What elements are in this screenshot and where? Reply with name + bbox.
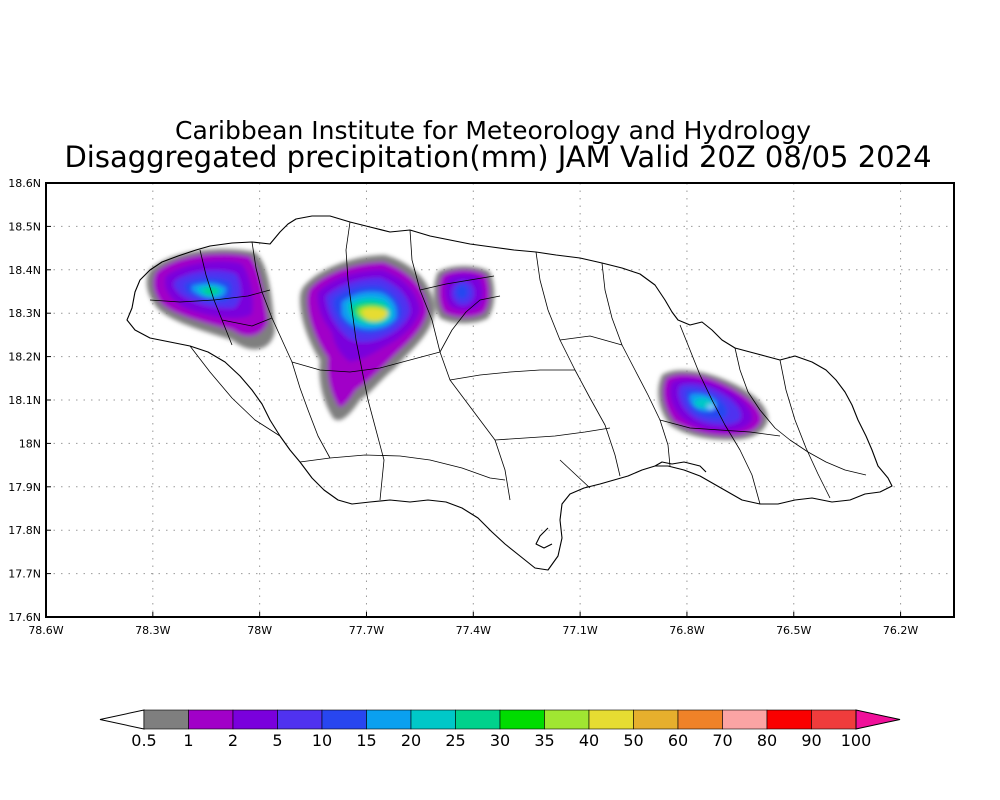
x-tick-label: 77.4W bbox=[456, 624, 491, 637]
coastline bbox=[126, 215, 893, 571]
colorbar-label: 100 bbox=[841, 731, 872, 750]
colorbar-label: 35 bbox=[534, 731, 554, 750]
colorbar-above-triangle bbox=[855, 709, 901, 730]
y-tick-label: 18.6N bbox=[8, 177, 41, 190]
colorbar-swatch bbox=[410, 709, 456, 730]
y-tick-label: 18.5N bbox=[8, 220, 41, 233]
colorbar-label: 2 bbox=[228, 731, 238, 750]
title-line-1: Caribbean Institute for Meteorology and … bbox=[175, 116, 811, 145]
colorbar-label: 60 bbox=[668, 731, 688, 750]
rain-cell-small bbox=[433, 266, 495, 324]
y-tick-label: 17.9N bbox=[8, 481, 41, 494]
latitude-ticks: 17.6N 17.7N 17.8N 17.9N 18N 18.1N 18.2N 18.3N 18… bbox=[8, 177, 51, 624]
rain-cell-west bbox=[146, 249, 275, 350]
colorbar-swatch bbox=[499, 709, 545, 730]
colorbar-swatch bbox=[277, 709, 323, 730]
portland-point bbox=[535, 527, 553, 549]
colorbar-swatch bbox=[766, 709, 812, 730]
colorbar: 0.5 1 2 5 10 15 20 25 30 35 40 50 60 70 80 90 100 bbox=[99, 709, 901, 750]
colorbar-label: 30 bbox=[490, 731, 510, 750]
x-tick-label: 77.1W bbox=[562, 624, 597, 637]
colorbar-label: 25 bbox=[445, 731, 465, 750]
x-tick-label: 76.2W bbox=[883, 624, 918, 637]
x-tick-label: 78.6W bbox=[28, 624, 63, 637]
colorbar-label: 10 bbox=[312, 731, 332, 750]
x-tick-label: 76.8W bbox=[669, 624, 704, 637]
colorbar-label: 80 bbox=[757, 731, 777, 750]
kingston-harbour bbox=[654, 461, 707, 473]
colorbar-swatch bbox=[722, 709, 768, 730]
colorbar-label: 70 bbox=[712, 731, 732, 750]
title-line-2: Disaggregated precipitation(mm) JAM Vali… bbox=[64, 140, 931, 174]
longitude-ticks: 78.6W 78.3W 78W 77.7W 77.4W 77.1W 76.8W 76.5W 76… bbox=[28, 612, 918, 637]
colorbar-swatch bbox=[321, 709, 367, 730]
colorbar-swatch bbox=[232, 709, 278, 730]
colorbar-swatch bbox=[633, 709, 679, 730]
colorbar-label: 20 bbox=[401, 731, 421, 750]
colorbar-swatch bbox=[677, 709, 723, 730]
colorbar-label: 90 bbox=[801, 731, 821, 750]
x-tick-label: 77.7W bbox=[349, 624, 384, 637]
rain-cell-east bbox=[658, 370, 768, 440]
colorbar-swatch bbox=[455, 709, 501, 730]
x-tick-label: 78.3W bbox=[135, 624, 170, 637]
colorbar-label: 0.5 bbox=[131, 731, 156, 750]
colorbar-label: 15 bbox=[356, 731, 376, 750]
colorbar-swatch bbox=[588, 709, 634, 730]
precipitation-field bbox=[146, 249, 768, 440]
y-tick-label: 17.7N bbox=[8, 568, 41, 581]
colorbar-below-triangle bbox=[99, 709, 145, 730]
colorbar-label: 50 bbox=[623, 731, 643, 750]
colorbar-swatch bbox=[188, 709, 234, 730]
colorbar-swatch bbox=[544, 709, 590, 730]
y-tick-label: 17.8N bbox=[8, 524, 41, 537]
y-tick-label: 18.2N bbox=[8, 351, 41, 364]
colorbar-swatch bbox=[366, 709, 412, 730]
x-tick-label: 78W bbox=[247, 624, 272, 637]
y-tick-label: 18N bbox=[19, 437, 41, 450]
colorbar-swatch bbox=[811, 709, 857, 730]
colorbar-swatch bbox=[143, 709, 189, 730]
y-tick-label: 18.4N bbox=[8, 264, 41, 277]
y-tick-label: 18.3N bbox=[8, 307, 41, 320]
colorbar-label: 40 bbox=[579, 731, 599, 750]
parish-boundaries bbox=[149, 221, 867, 505]
x-tick-label: 76.5W bbox=[776, 624, 811, 637]
y-tick-label: 17.6N bbox=[8, 611, 41, 624]
colorbar-label: 5 bbox=[272, 731, 282, 750]
y-tick-label: 18.1N bbox=[8, 394, 41, 407]
colorbar-label: 1 bbox=[183, 731, 193, 750]
jamaica-outline bbox=[126, 215, 893, 571]
